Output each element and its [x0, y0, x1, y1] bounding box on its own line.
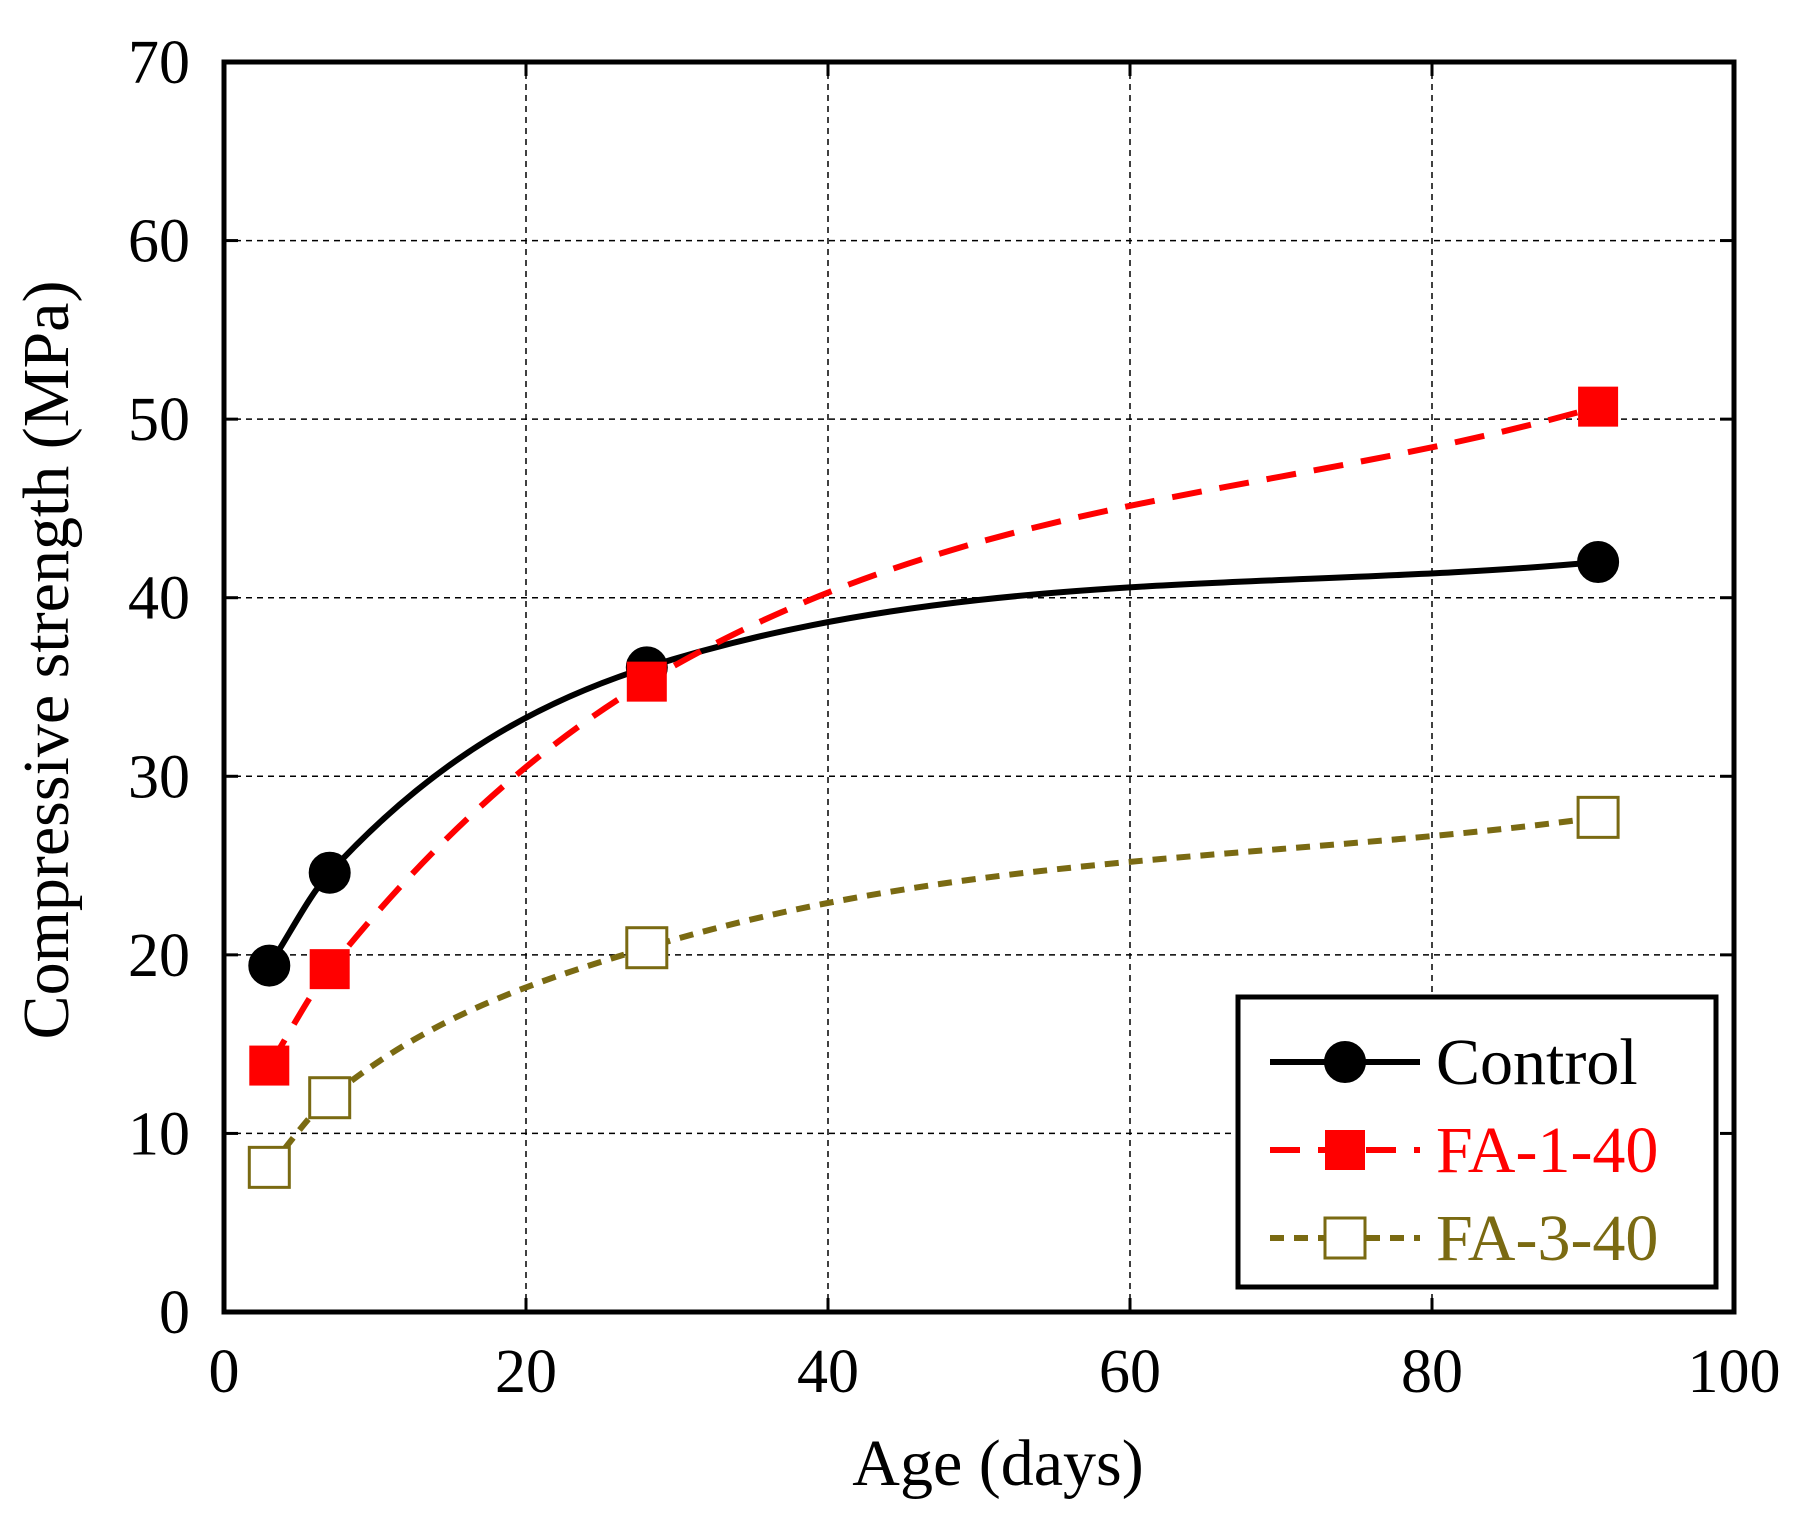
legend-label-control: Control [1436, 1026, 1638, 1099]
y-tick-label: 60 [128, 208, 190, 276]
legend-marker-control [1324, 1041, 1366, 1083]
series-markers [247, 386, 1620, 1189]
data-point-fa-3-40 [1576, 795, 1620, 839]
y-tick-label: 10 [128, 1100, 190, 1168]
x-tick-label: 60 [1099, 1338, 1161, 1406]
y-tick-label: 70 [128, 29, 190, 97]
y-tick-label: 30 [128, 743, 190, 811]
y-tick-label: 40 [128, 565, 190, 633]
legend-box [1235, 994, 1719, 1290]
x-tick-label: 80 [1401, 1338, 1463, 1406]
data-point-control [1577, 541, 1620, 583]
x-tick-label: 100 [1688, 1338, 1781, 1406]
data-point-control [308, 851, 351, 894]
y-axis-ticks: 0 10 20 30 40 50 60 70 [128, 29, 1734, 1347]
y-tick-label: 20 [128, 922, 190, 990]
legend-label-fa-1-40: FA-1-40 [1436, 1114, 1658, 1187]
legend-label-fa-3-40: FA-3-40 [1436, 1202, 1658, 1275]
x-axis-ticks: 0 20 40 60 80 100 [209, 62, 1781, 1406]
x-tick-label: 40 [797, 1338, 859, 1406]
y-tick-label: 0 [159, 1279, 190, 1347]
data-point-fa-1-40 [626, 661, 667, 702]
data-point-fa-1-40 [249, 1045, 290, 1086]
x-tick-label: 0 [209, 1338, 240, 1406]
y-axis-title: Compressive strength (MPa) [10, 281, 83, 1040]
data-point-fa-3-40 [625, 926, 669, 970]
data-point-fa-1-40 [1578, 386, 1619, 427]
x-axis-title: Age (days) [852, 1427, 1143, 1500]
y-tick-label: 50 [128, 386, 190, 454]
x-tick-label: 20 [495, 1338, 557, 1406]
legend-marker-fa-1-40 [1325, 1130, 1365, 1170]
data-point-control [248, 944, 291, 987]
data-point-fa-3-40 [247, 1145, 291, 1189]
data-point-fa-3-40 [308, 1076, 352, 1120]
legend: Control FA-1-40 FA-3-40 [1235, 994, 1719, 1290]
legend-marker-fa-3-40 [1323, 1216, 1367, 1260]
plot-frame [221, 59, 1737, 1315]
data-point-fa-1-40 [309, 949, 350, 990]
